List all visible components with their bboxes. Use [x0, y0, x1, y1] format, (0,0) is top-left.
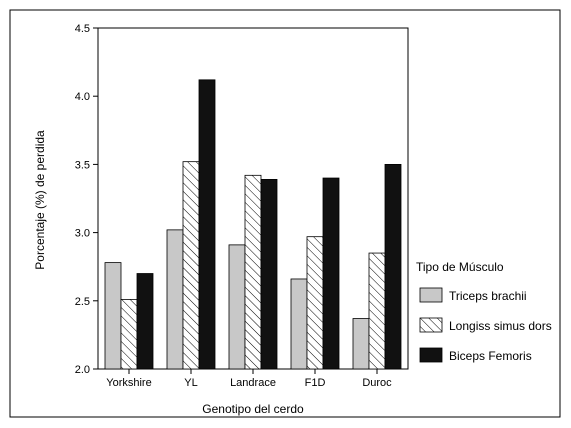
legend-swatch — [419, 347, 443, 363]
bar-biceps-femoris-f1d — [322, 177, 340, 370]
bar-biceps-femoris-duroc — [384, 163, 402, 370]
bar-longiss-simus-dors-yorkshire — [120, 299, 138, 370]
y-axis: 2.0 2.5 3.0 3.5 4.0 4.5 — [75, 23, 98, 376]
y-tick-label: 3.5 — [75, 159, 90, 171]
bar-longiss-simus-dors-duroc — [368, 252, 386, 370]
x-tick-label: YL — [184, 377, 197, 389]
bar-biceps-femoris-landrace — [260, 179, 278, 370]
bar-longiss-simus-dors-landrace — [244, 174, 262, 370]
x-tick-label: Yorkshire — [106, 377, 151, 389]
x-tick-label: Landrace — [230, 377, 276, 389]
bars-layer — [104, 79, 402, 370]
x-axis-label: Genotipo del cerdo — [202, 402, 304, 416]
legend-title: Tipo de Músculo — [416, 260, 504, 274]
y-tick-label: 4.5 — [75, 23, 90, 35]
bar-triceps-brachii-duroc — [352, 318, 370, 370]
legend-label: Triceps brachii — [449, 289, 527, 303]
bar-biceps-femoris-yorkshire — [136, 273, 154, 370]
x-tick-label: Duroc — [362, 377, 392, 389]
x-tick-label: F1D — [305, 377, 326, 389]
legend-swatch — [419, 287, 443, 303]
bar-triceps-brachii-landrace — [228, 244, 246, 370]
y-tick-label: 3.0 — [75, 228, 90, 240]
legend-label: Biceps Femoris — [449, 349, 532, 363]
legend: Triceps brachii Longiss simus dors Biceps … — [419, 287, 552, 363]
bar-triceps-brachii-yl — [166, 229, 184, 370]
legend-label: Longiss simus dors — [449, 319, 552, 333]
bar-longiss-simus-dors-f1d — [306, 236, 324, 370]
y-tick-label: 4.0 — [75, 91, 90, 103]
bar-biceps-femoris-yl — [198, 79, 216, 370]
y-axis-label: Porcentaje (%) de perdida — [33, 130, 47, 270]
legend-swatch — [419, 317, 443, 333]
y-tick-label: 2.0 — [75, 364, 90, 376]
bar-longiss-simus-dors-yl — [182, 161, 200, 370]
y-tick-label: 2.5 — [75, 296, 90, 308]
bar-triceps-brachii-f1d — [290, 278, 308, 370]
x-axis: Yorkshire YL Landrace F1D Duroc — [106, 369, 392, 389]
bar-triceps-brachii-yorkshire — [104, 262, 122, 370]
